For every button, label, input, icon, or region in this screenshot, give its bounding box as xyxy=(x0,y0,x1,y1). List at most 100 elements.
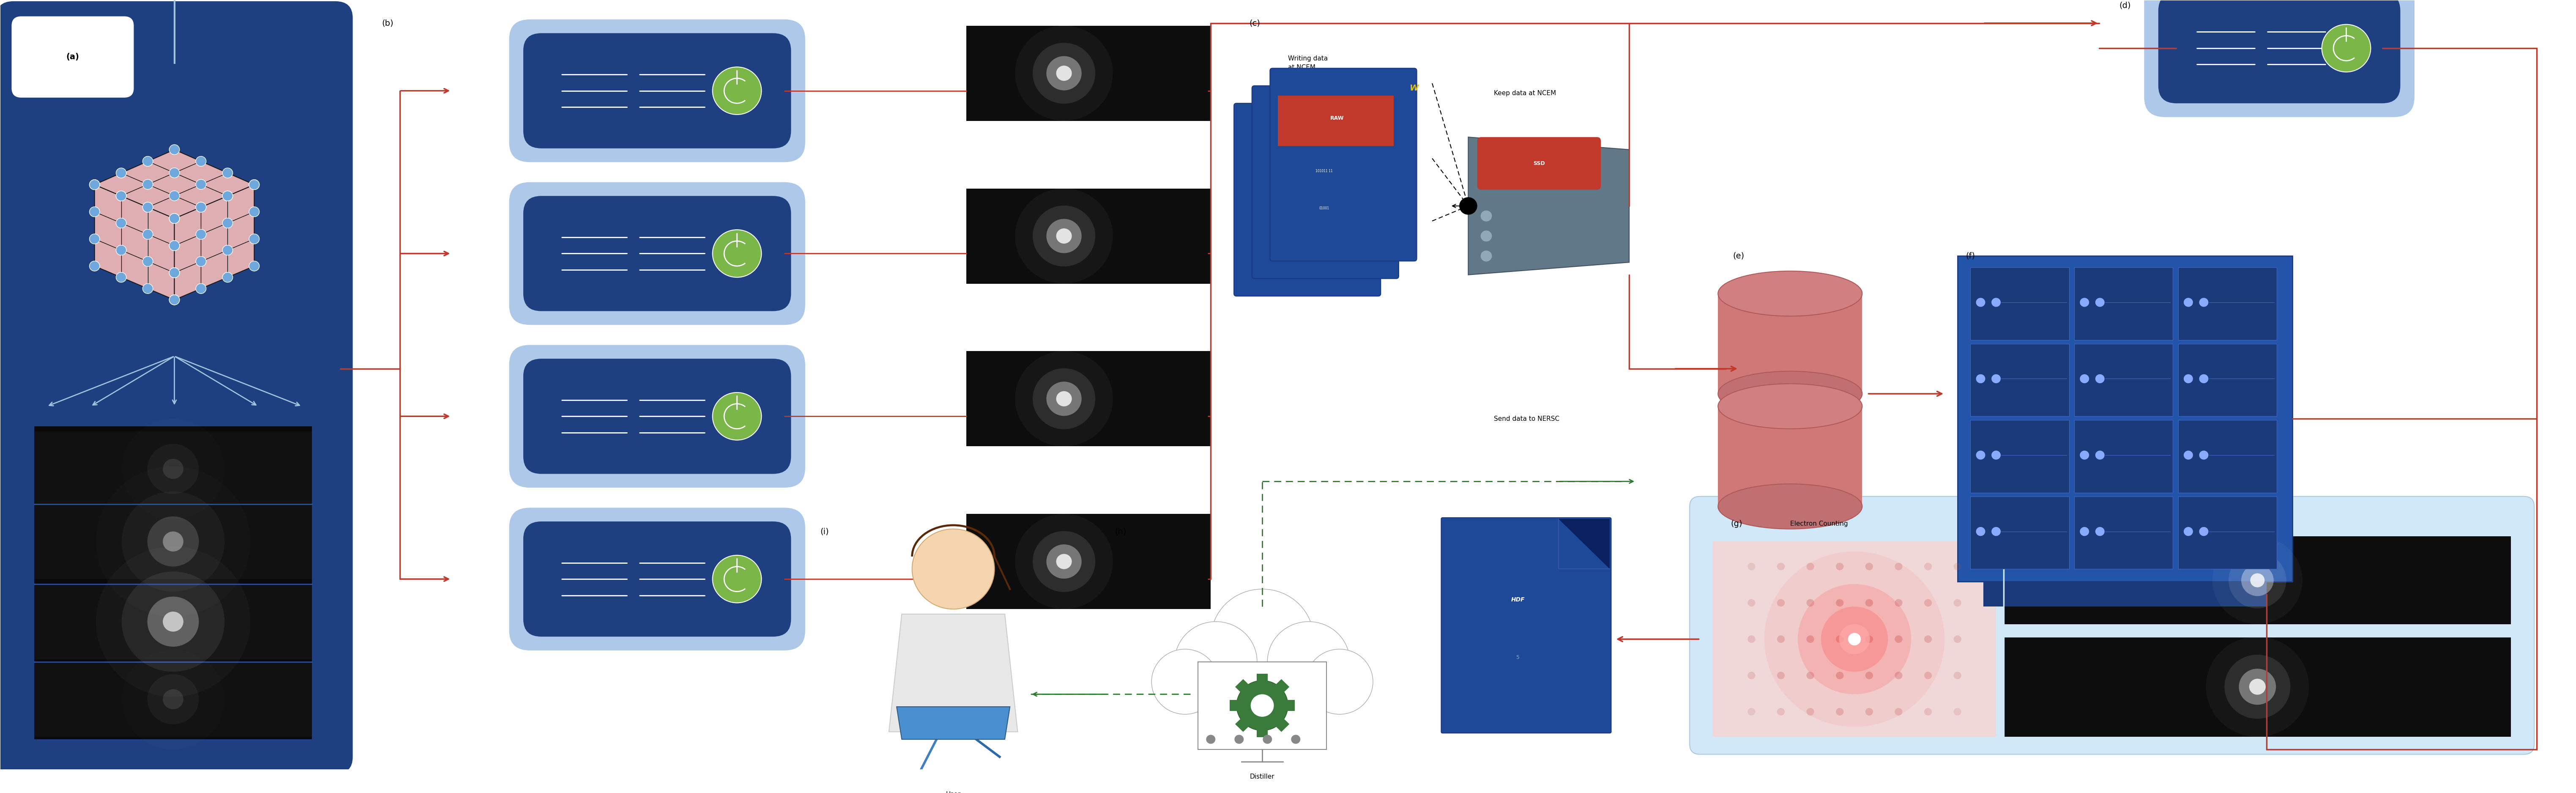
Circle shape xyxy=(250,180,260,190)
Text: Distiller: Distiller xyxy=(1249,774,1275,780)
Text: W: W xyxy=(1409,84,1419,92)
Bar xyxy=(1234,716,1252,732)
Bar xyxy=(2004,537,2512,624)
Circle shape xyxy=(147,516,198,566)
Circle shape xyxy=(2094,374,2105,383)
Circle shape xyxy=(250,234,260,244)
Circle shape xyxy=(121,572,224,672)
Circle shape xyxy=(170,168,180,178)
Circle shape xyxy=(1865,563,1873,570)
Circle shape xyxy=(90,261,100,271)
Bar xyxy=(2004,637,2512,737)
Circle shape xyxy=(142,229,152,239)
Circle shape xyxy=(1151,649,1218,714)
Circle shape xyxy=(196,284,206,293)
Circle shape xyxy=(1234,735,1244,744)
Circle shape xyxy=(1896,672,1904,680)
Circle shape xyxy=(2079,450,2089,460)
Bar xyxy=(2074,267,2174,340)
Circle shape xyxy=(2184,527,2192,536)
Circle shape xyxy=(1777,599,1785,607)
Circle shape xyxy=(2200,527,2208,536)
Circle shape xyxy=(170,295,180,305)
Circle shape xyxy=(222,191,232,201)
Circle shape xyxy=(1033,531,1095,592)
Text: HDF: HDF xyxy=(1512,597,1525,603)
Bar xyxy=(33,427,312,739)
Circle shape xyxy=(1865,635,1873,643)
Circle shape xyxy=(1777,563,1785,570)
Circle shape xyxy=(1033,368,1095,429)
Circle shape xyxy=(142,156,152,167)
Bar xyxy=(1257,674,1267,684)
Circle shape xyxy=(250,207,260,216)
Bar xyxy=(1958,256,2293,581)
FancyBboxPatch shape xyxy=(523,358,791,474)
Circle shape xyxy=(1291,735,1301,744)
Circle shape xyxy=(2079,298,2089,307)
Circle shape xyxy=(1046,544,1082,579)
Circle shape xyxy=(1056,554,1072,569)
Text: (e): (e) xyxy=(1734,252,1744,260)
Bar xyxy=(33,661,312,737)
Circle shape xyxy=(1033,205,1095,266)
Circle shape xyxy=(116,218,126,228)
Circle shape xyxy=(1747,563,1754,570)
Circle shape xyxy=(1953,599,1960,607)
Circle shape xyxy=(116,168,126,178)
Bar xyxy=(1971,267,2069,340)
Circle shape xyxy=(170,144,180,155)
Circle shape xyxy=(90,207,100,216)
Circle shape xyxy=(1798,584,1911,694)
Bar xyxy=(33,504,312,579)
Circle shape xyxy=(1976,298,1986,307)
Circle shape xyxy=(714,555,762,603)
Text: (h): (h) xyxy=(1115,527,1126,535)
Bar xyxy=(2179,496,2277,569)
Circle shape xyxy=(162,459,183,479)
Bar xyxy=(1234,679,1252,695)
Circle shape xyxy=(1747,672,1754,680)
Circle shape xyxy=(222,245,232,255)
Circle shape xyxy=(2184,450,2192,460)
Circle shape xyxy=(196,179,206,190)
Circle shape xyxy=(2226,655,2290,718)
Circle shape xyxy=(1267,622,1350,702)
Circle shape xyxy=(147,596,198,646)
FancyBboxPatch shape xyxy=(1252,86,1399,278)
Circle shape xyxy=(1481,231,1492,242)
FancyBboxPatch shape xyxy=(523,33,791,148)
Circle shape xyxy=(1806,635,1814,643)
FancyBboxPatch shape xyxy=(2159,0,2401,103)
Circle shape xyxy=(714,230,762,278)
Text: 01001: 01001 xyxy=(1319,206,1329,210)
Circle shape xyxy=(170,240,180,251)
Circle shape xyxy=(1777,635,1785,643)
Circle shape xyxy=(222,191,232,201)
Circle shape xyxy=(1777,672,1785,680)
Circle shape xyxy=(1806,599,1814,607)
Text: Writing data
at NCEM: Writing data at NCEM xyxy=(1288,56,1327,71)
Circle shape xyxy=(1991,298,2002,307)
Circle shape xyxy=(1896,708,1904,715)
Circle shape xyxy=(1976,527,1986,536)
FancyBboxPatch shape xyxy=(1270,68,1417,261)
Circle shape xyxy=(1821,607,1888,672)
Bar xyxy=(1971,343,2069,416)
FancyBboxPatch shape xyxy=(523,196,791,311)
Circle shape xyxy=(1046,381,1082,416)
Text: SSD: SSD xyxy=(1533,161,1546,167)
Circle shape xyxy=(142,202,152,213)
Bar xyxy=(2179,420,2277,492)
Circle shape xyxy=(1046,56,1082,90)
Circle shape xyxy=(1865,672,1873,680)
Circle shape xyxy=(142,202,152,213)
Circle shape xyxy=(170,213,180,224)
Circle shape xyxy=(1953,672,1960,680)
Circle shape xyxy=(1252,694,1275,717)
Circle shape xyxy=(222,168,232,178)
Bar xyxy=(1718,406,1862,507)
Circle shape xyxy=(2184,298,2192,307)
Circle shape xyxy=(250,261,260,271)
Circle shape xyxy=(1953,708,1960,715)
